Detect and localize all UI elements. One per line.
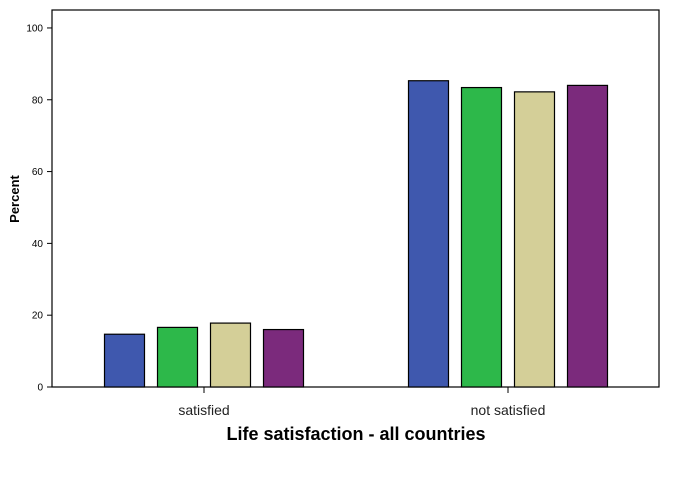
bar-satisfied-series-3 — [209, 322, 252, 388]
y-axis-title: Percent — [7, 174, 22, 222]
bar-not-satisfied-series-1 — [407, 80, 450, 388]
bar-satisfied-series-1 — [103, 333, 146, 388]
y-tick-label: 80 — [32, 95, 44, 106]
y-tick-label: 0 — [37, 383, 43, 394]
bar-not-satisfied-series-2 — [460, 86, 503, 388]
bar-not-satisfied-series-3 — [513, 91, 556, 388]
x-category-label: not satisfied — [471, 402, 546, 418]
y-tick-label: 40 — [32, 239, 44, 250]
plot-frame — [51, 9, 660, 388]
y-axis-ticks: 0 20 40 60 80 100 — [26, 23, 52, 394]
bar-not-satisfied-series-4 — [566, 84, 609, 388]
x-category-label: satisfied — [178, 402, 229, 418]
bar-satisfied-series-4 — [262, 328, 305, 388]
y-tick-label: 100 — [26, 23, 43, 34]
x-axis-title: Life satisfaction - all countries — [226, 424, 485, 444]
bar-satisfied-series-2 — [156, 326, 199, 388]
y-tick-label: 60 — [32, 167, 44, 178]
bars-group — [103, 80, 609, 388]
y-tick-label: 20 — [32, 311, 44, 322]
x-axis-ticks: satisfied not satisfied — [178, 387, 545, 418]
